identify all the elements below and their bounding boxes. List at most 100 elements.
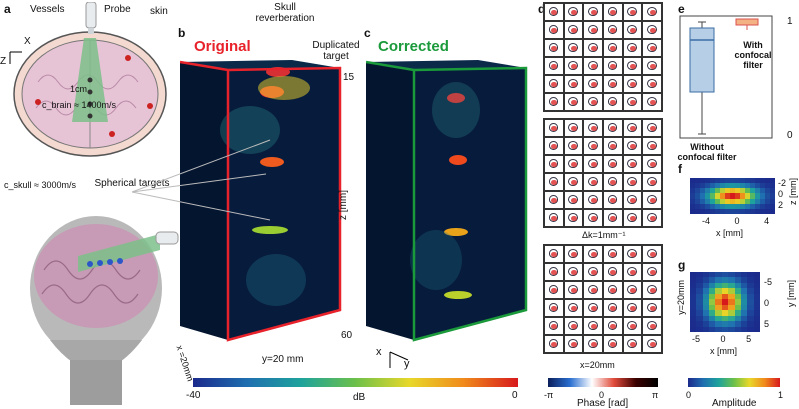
heatmap-cell <box>702 272 710 278</box>
heatmap-cell <box>690 188 695 194</box>
phase-cell <box>584 94 602 110</box>
confocal-boxplot <box>679 15 773 139</box>
heatmap-cell <box>710 198 715 204</box>
heatmap-cell <box>734 288 741 294</box>
phase-cell <box>603 94 622 110</box>
f-ztick: 0 <box>778 189 784 199</box>
heatmap-cell <box>755 203 760 209</box>
heatmap-cell <box>720 198 725 204</box>
heatmap-cell <box>690 288 697 294</box>
phase-cell <box>584 282 602 298</box>
axis-x-c: x <box>376 346 382 358</box>
heatmap-cell <box>735 193 740 199</box>
heatmap-cell <box>696 326 703 332</box>
phase-cell <box>643 120 661 136</box>
phase-cell <box>584 40 602 56</box>
phase-cell <box>623 76 642 92</box>
phase-cell <box>545 300 563 316</box>
heatmap-cell <box>747 293 754 300</box>
phase-cell <box>584 264 602 280</box>
phase-cell <box>623 246 642 262</box>
heatmap-cell <box>696 299 703 305</box>
label-vessels: Vessels <box>30 4 65 15</box>
heatmap-cell <box>690 272 697 278</box>
heatmap-cell <box>753 310 760 316</box>
heatmap-cell <box>745 208 750 214</box>
phase-cell <box>584 318 602 334</box>
heatmap-cell <box>755 193 760 199</box>
heatmap-cell <box>715 326 722 332</box>
heatmap-cell <box>730 178 735 184</box>
heatmap-cell <box>753 326 760 332</box>
f-x-ticks: -4 0 4 <box>702 216 769 226</box>
target-annotation-arrows <box>131 139 271 221</box>
heatmap-cell <box>725 208 730 214</box>
xy-axes-arrows <box>389 351 409 368</box>
phase-label: Phase [rad] <box>577 398 629 409</box>
heatmap-cell <box>700 193 705 199</box>
heatmap-cell <box>695 183 700 189</box>
heatmap-cell <box>696 288 703 294</box>
heatmap-cell <box>705 183 710 189</box>
f-ztick: 2 <box>778 200 784 210</box>
phase-cell <box>584 76 602 92</box>
heatmap-cell <box>700 188 705 194</box>
label-without-confocal: Without confocal filter <box>677 142 737 162</box>
heatmap-cell <box>735 183 740 189</box>
heatmap-cell <box>705 193 710 199</box>
phase-cell <box>545 336 563 352</box>
heatmap-cell <box>715 188 720 194</box>
heatmap-cell <box>747 288 754 294</box>
heatmap-cell <box>702 326 710 332</box>
heatmap-cell <box>709 282 716 289</box>
phase-cell <box>643 282 661 298</box>
amp-min: 0 <box>686 390 692 400</box>
heatmap-cell <box>695 198 700 204</box>
heatmap-cell <box>696 282 703 289</box>
phase-cell <box>603 246 622 262</box>
heatmap-cell <box>715 183 720 189</box>
heatmap-cell <box>747 277 754 283</box>
head-illustration <box>30 216 179 405</box>
heatmap-cell <box>690 208 695 214</box>
heatmap-cell <box>770 198 775 204</box>
skull-cross-section <box>9 31 167 157</box>
db-colorbar <box>193 378 518 387</box>
heatmap-cell <box>740 198 745 204</box>
phase-cell <box>643 336 661 352</box>
heatmap-cell <box>720 183 725 189</box>
phase-cell <box>603 282 622 298</box>
phase-cell <box>643 58 661 74</box>
heatmap-cell <box>690 277 697 283</box>
heatmap-cell <box>730 203 735 209</box>
heatmap-cell <box>734 282 741 289</box>
heatmap-cell <box>735 203 740 209</box>
heatmap-cell <box>695 203 700 209</box>
g-x-ticks: -5 0 5 <box>692 334 751 344</box>
heatmap-cell <box>728 315 735 322</box>
phase-cell <box>623 40 642 56</box>
panel-label-c: c <box>364 26 371 40</box>
heatmap-cell <box>734 315 741 322</box>
g-y-extent-label: y=20mm <box>676 280 686 315</box>
heatmap-cell <box>721 293 729 300</box>
heatmap-cell <box>735 178 740 184</box>
heatmap-cell <box>710 188 715 194</box>
heatmap-cell <box>715 310 722 316</box>
heatmap-cell <box>728 293 735 300</box>
heatmap-cell <box>696 315 703 322</box>
heatmap-cell <box>702 282 710 289</box>
phase-cell <box>623 300 642 316</box>
heatmap-cell <box>702 277 710 283</box>
heatmap-cell <box>705 178 710 184</box>
heatmap-cell <box>720 193 725 199</box>
phase-grid-original <box>543 2 663 112</box>
heatmap-cell <box>721 315 729 322</box>
heatmap-cell <box>695 178 700 184</box>
phase-cell <box>584 22 602 38</box>
heatmap-cell <box>747 299 754 305</box>
axis-x-label: X <box>24 36 31 47</box>
heatmap-cell <box>721 310 729 316</box>
phase-cell <box>643 94 661 110</box>
phase-cell <box>584 246 602 262</box>
